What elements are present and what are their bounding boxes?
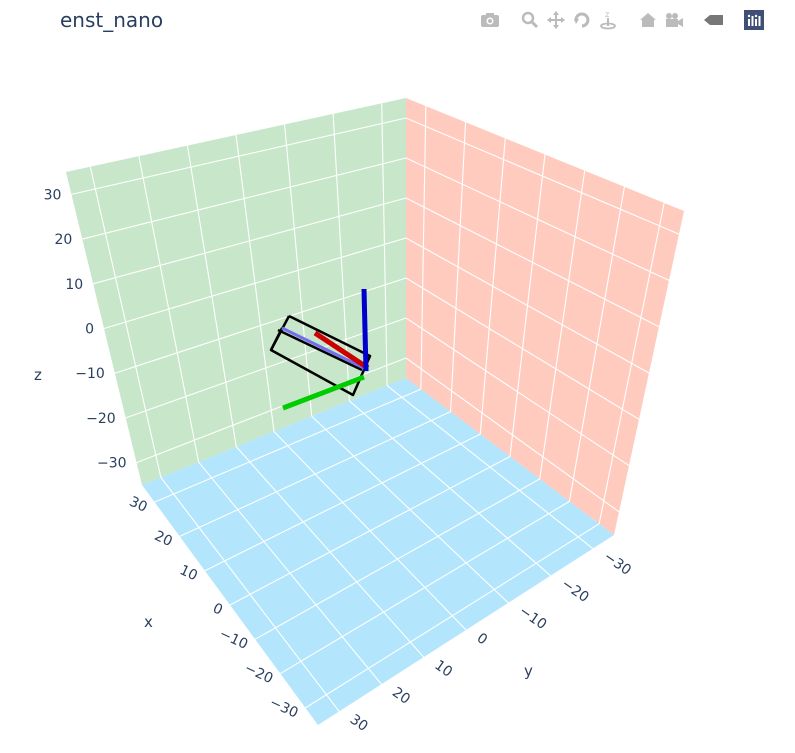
z-tick-label: −10 [75,366,105,382]
turntable-rotation-icon: z [600,10,616,30]
gridline [405,317,630,467]
x-tick-label: −10 [217,626,251,653]
gridline [254,478,540,640]
gridline [284,124,313,417]
gridline [114,277,407,374]
z-tick-label: 20 [54,232,72,248]
x-tick-label: −30 [267,694,301,721]
camera-video-icon [666,13,683,27]
y-tick-label: 0 [474,630,490,648]
x-tick-label: 30 [127,494,150,516]
zoom-icon [521,11,539,29]
chart-title: enst_nano [60,8,164,32]
gridline [273,431,467,631]
y-tick-label: 20 [389,684,413,707]
orbit-rotation-button[interactable] [571,9,593,31]
z-tick-labels: 30 20 10 0 −10 −20 −30 [44,187,127,471]
light-arrow-trace [281,326,369,372]
y-axis-trace [282,374,365,411]
z-tick-label: 30 [44,187,62,203]
z-axis-label: z [34,366,42,384]
hover-icon [704,15,723,25]
gridline [598,202,665,524]
plotly-logo-icon [744,10,764,30]
gridline [539,170,586,480]
gridlines [71,103,680,712]
download-plot-button[interactable] [479,9,501,31]
gridline [405,237,650,374]
toggle-hover-button[interactable] [703,9,725,31]
pan-button[interactable] [545,9,567,31]
x-tick-label: 20 [152,528,175,550]
xz-wall [66,98,406,485]
gridline [405,277,640,420]
x-tick-label: −20 [242,660,276,687]
z-tick-label: 10 [65,277,83,293]
gridline [305,523,600,709]
save-camera-button[interactable] [663,9,685,31]
z-tick-label: −20 [86,411,116,427]
gridline [103,237,407,330]
gridline [568,186,625,502]
gridline [349,400,551,577]
gridline [311,415,509,604]
zoom-button[interactable] [519,9,541,31]
y-tick-label: −20 [558,576,591,606]
reset-camera-button[interactable] [637,9,659,31]
gridline [125,317,407,419]
floor-wall [142,378,614,725]
x-axis-label: x [144,613,153,631]
x-tick-label: 0 [210,600,225,618]
gridline [381,103,388,386]
y-tick-label: −30 [601,549,634,579]
y-tick-label: 10 [431,657,455,680]
x-axis-trace [313,330,370,371]
modebar: z [477,8,767,32]
gridline [280,500,570,675]
turntable-rotation-button[interactable]: z [597,9,619,31]
z-axis-trace [361,288,369,372]
y-tick-label: −10 [516,603,549,633]
y-tick-label: 30 [347,712,371,735]
z-tick-label: −30 [97,456,127,472]
pan-icon [547,11,565,29]
plotly-logo-button[interactable] [743,9,765,31]
home-icon [640,13,656,27]
camera-icon [481,13,499,27]
x-tick-label: 10 [177,562,200,584]
gridline [386,385,594,550]
box-trace [269,314,372,397]
orbit-rotation-icon [574,12,590,28]
y-axis-label: y [524,662,533,680]
z-tick-label: 0 [85,322,94,338]
gridline [405,357,620,513]
svg-text:z: z [605,10,609,19]
